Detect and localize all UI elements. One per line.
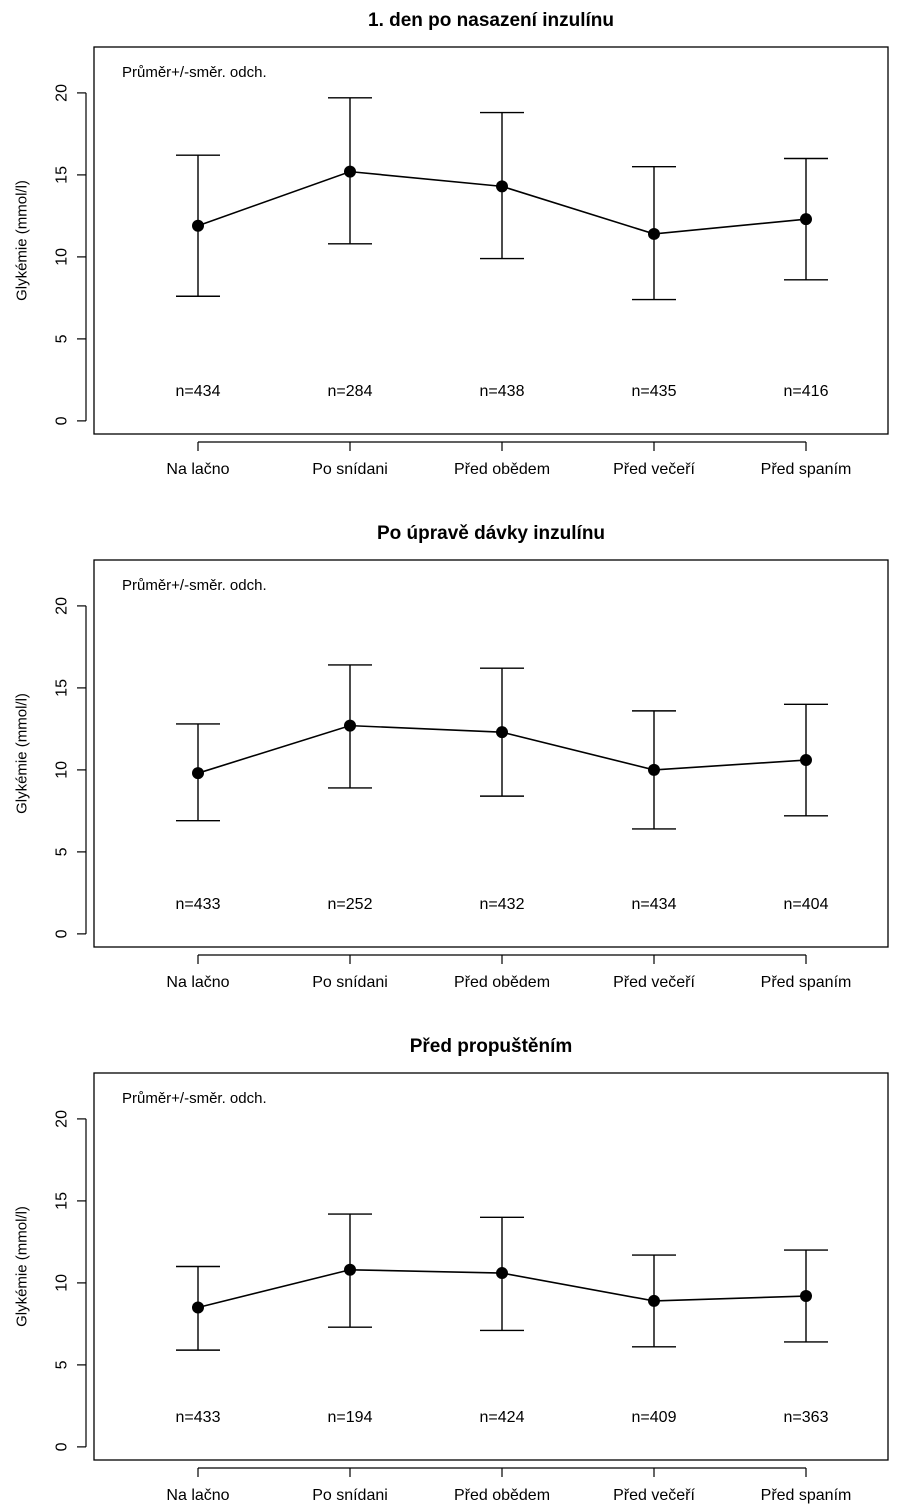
x-tick-label: Na lačno <box>166 1487 229 1504</box>
mean-point <box>344 719 356 732</box>
y-axis-label: Glykémie (mmol/l) <box>14 1206 31 1327</box>
y-tick-label: 5 <box>54 847 71 856</box>
mean-point <box>496 726 508 739</box>
chart-panel-3: Před propuštěním 0 5 10 15 20 Glykémie (mmol/l… <box>14 1036 889 1504</box>
x-tick-label: Před obědem <box>454 1487 550 1504</box>
mean-point <box>648 227 660 240</box>
chart-panel-1: 1. den po nasazení inzulínu 0 5 10 15 20 Glyké… <box>14 10 889 478</box>
sample-size-label: n=363 <box>784 1409 829 1426</box>
x-tick-label: Před obědem <box>454 461 550 478</box>
sample-size-label: n=434 <box>176 383 221 400</box>
mean-point <box>648 1294 660 1307</box>
y-axis-label: Glykémie (mmol/l) <box>14 693 31 814</box>
mean-point <box>800 754 812 767</box>
x-tick-label: Před večeří <box>613 461 695 478</box>
sample-size-label: n=284 <box>328 383 373 400</box>
sample-size-label: n=416 <box>784 383 829 400</box>
mean-point <box>344 1263 356 1276</box>
x-tick-label: Po snídani <box>312 1487 388 1504</box>
y-tick-label: 10 <box>54 1274 71 1292</box>
chart-title: Po úpravě dávky inzulínu <box>377 523 605 544</box>
sample-size-label: n=404 <box>784 896 829 913</box>
sample-size-label: n=434 <box>632 896 677 913</box>
plot-annotation: Průměr+/-směr. odch. <box>122 1090 267 1107</box>
x-tick-label: Na lačno <box>166 461 229 478</box>
x-tick-label: Před večeří <box>613 1487 695 1504</box>
mean-point <box>192 1301 204 1314</box>
sample-size-label: n=433 <box>176 1409 221 1426</box>
mean-point <box>800 213 812 226</box>
x-tick-label: Na lačno <box>166 974 229 991</box>
y-tick-label: 15 <box>54 166 71 184</box>
chart-panel-2: Po úpravě dávky inzulínu 0 5 10 15 20 Glykémie… <box>14 523 889 991</box>
plot-frame <box>93 559 889 948</box>
y-tick-label: 10 <box>54 761 71 779</box>
y-tick-label: 0 <box>54 416 71 425</box>
sample-size-label: n=435 <box>632 383 677 400</box>
sample-size-label: n=252 <box>328 896 373 913</box>
y-tick-label: 5 <box>54 334 71 343</box>
sample-size-label: n=409 <box>632 1409 677 1426</box>
sample-size-label: n=424 <box>480 1409 525 1426</box>
sample-size-label: n=433 <box>176 896 221 913</box>
mean-point <box>192 767 204 780</box>
y-tick-label: 0 <box>54 1442 71 1451</box>
x-tick-label: Před večeří <box>613 974 695 991</box>
x-tick-label: Před spaním <box>761 461 852 478</box>
y-tick-label: 20 <box>54 84 71 102</box>
plot-annotation: Průměr+/-směr. odch. <box>122 577 267 594</box>
chart-title: Před propuštěním <box>410 1036 573 1057</box>
x-tick-label: Po snídani <box>312 974 388 991</box>
y-tick-label: 20 <box>54 597 71 615</box>
y-tick-label: 0 <box>54 929 71 938</box>
y-tick-label: 15 <box>54 1192 71 1210</box>
x-tick-label: Před spaním <box>761 1487 852 1504</box>
sample-size-label: n=432 <box>480 896 525 913</box>
plot-annotation: Průměr+/-směr. odch. <box>122 64 267 81</box>
x-tick-label: Před obědem <box>454 974 550 991</box>
y-tick-label: 15 <box>54 679 71 697</box>
plot-frame <box>93 1072 889 1461</box>
chart-title: 1. den po nasazení inzulínu <box>368 10 614 31</box>
sample-size-label: n=438 <box>480 383 525 400</box>
y-axis-label: Glykémie (mmol/l) <box>14 180 31 301</box>
plot-frame <box>93 46 889 435</box>
mean-point <box>344 165 356 178</box>
y-tick-label: 5 <box>54 1360 71 1369</box>
mean-point <box>496 180 508 193</box>
x-tick-label: Po snídani <box>312 461 388 478</box>
y-tick-label: 20 <box>54 1110 71 1128</box>
mean-point <box>192 219 204 232</box>
mean-point <box>496 1267 508 1280</box>
mean-point <box>800 1290 812 1303</box>
mean-point <box>648 763 660 776</box>
sample-size-label: n=194 <box>328 1409 373 1426</box>
x-tick-label: Před spaním <box>761 974 852 991</box>
y-tick-label: 10 <box>54 248 71 266</box>
